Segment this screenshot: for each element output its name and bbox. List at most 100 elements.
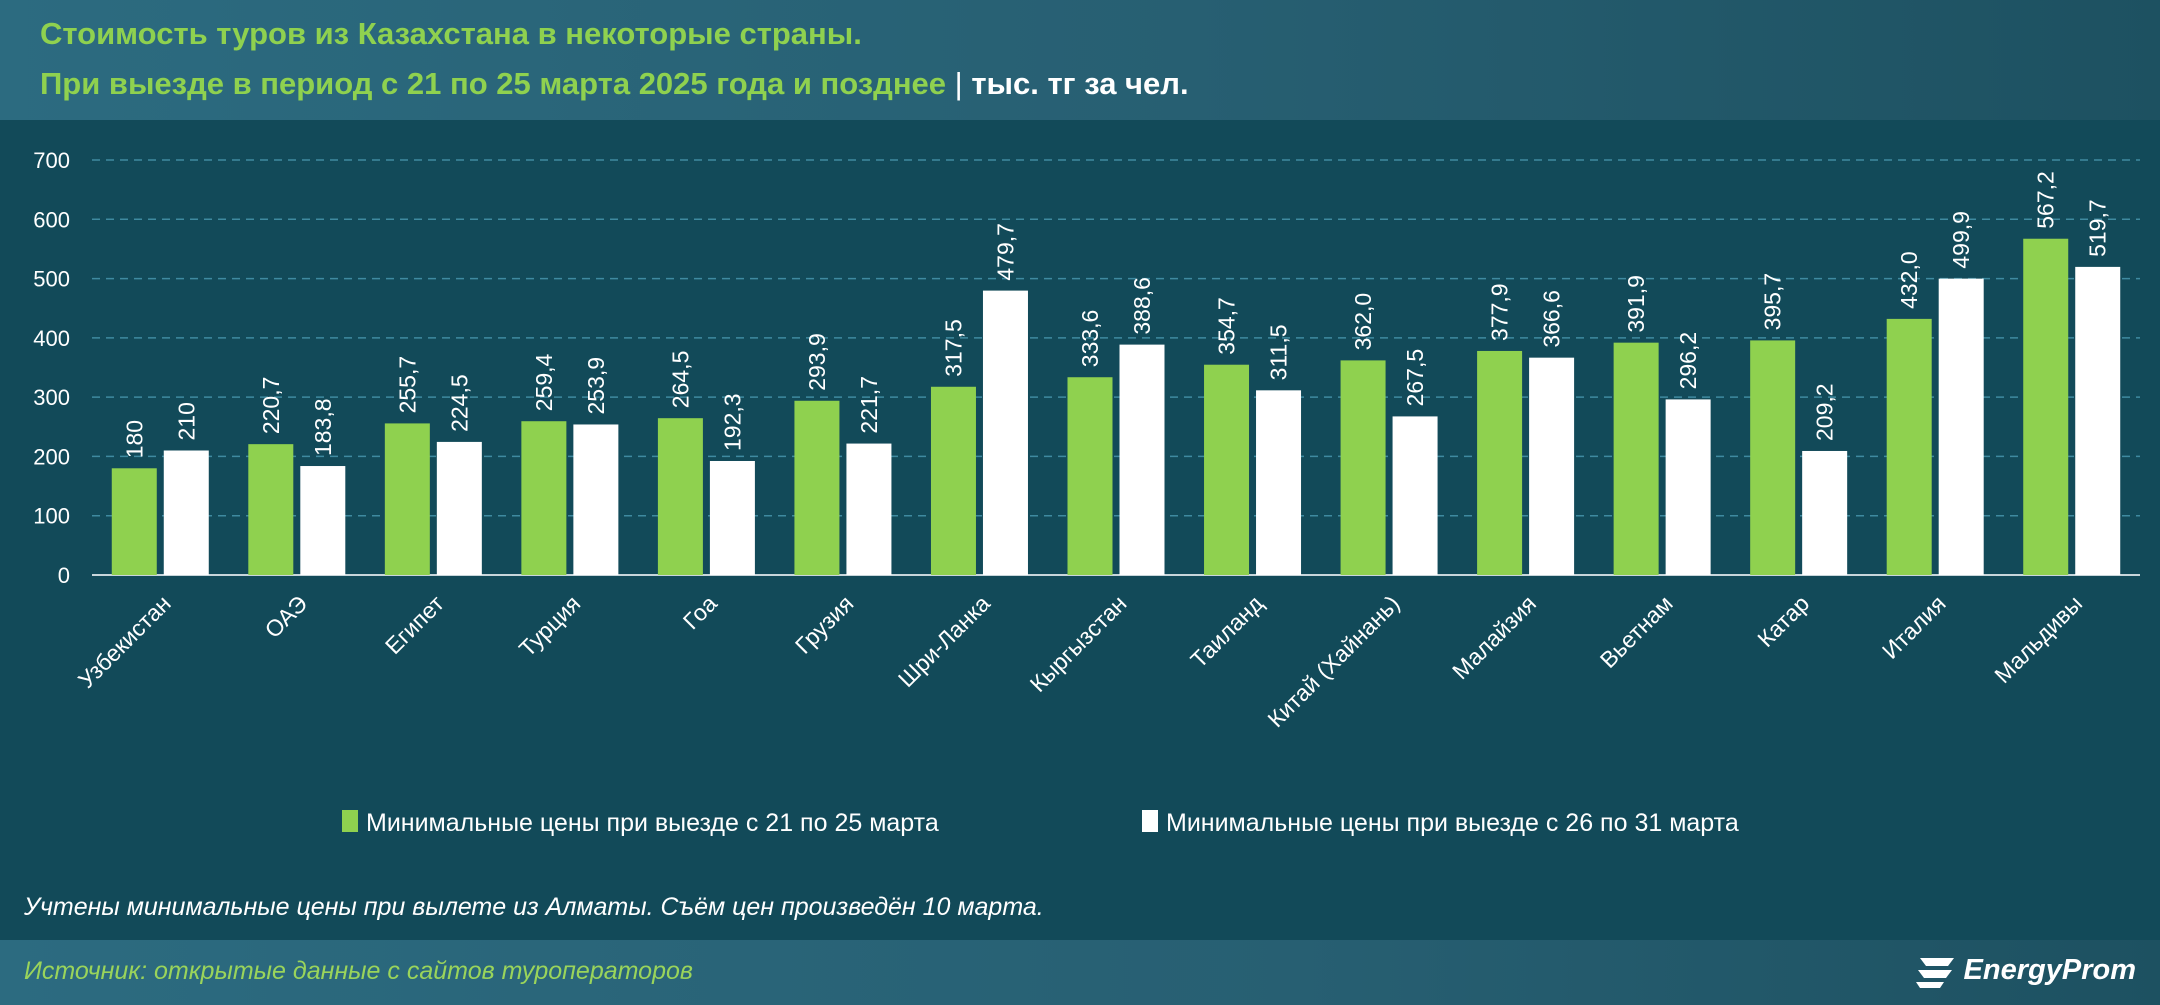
data-label: 183,8 <box>310 398 336 456</box>
bar-series1 <box>2023 238 2069 575</box>
bar-series1 <box>248 444 294 575</box>
bar-series2 <box>1665 399 1711 575</box>
data-label: 499,9 <box>1948 211 1974 269</box>
data-label: 221,7 <box>856 376 882 434</box>
bar-series1 <box>1750 340 1796 575</box>
bar-series1 <box>657 418 703 575</box>
bar-series2 <box>982 290 1028 575</box>
y-tick-label: 0 <box>58 563 70 588</box>
category-label: Китай (Хайнань) <box>1262 590 1404 732</box>
bar-series1 <box>1613 342 1659 575</box>
data-label: 432,0 <box>1896 251 1922 309</box>
data-label: 366,6 <box>1539 290 1565 348</box>
logo-text: EnergyProm <box>1963 953 2136 986</box>
bar-series1 <box>1886 318 1932 575</box>
y-tick-label: 300 <box>33 385 70 410</box>
category-label: Таиланд <box>1185 590 1268 673</box>
category-label: Шри-Ланка <box>893 590 995 692</box>
category-label: Вьетнам <box>1595 590 1678 673</box>
legend-swatch-series2 <box>1142 810 1158 832</box>
data-label: 317,5 <box>940 319 966 377</box>
y-tick-label: 200 <box>33 444 70 469</box>
category-label: Грузия <box>790 590 859 659</box>
data-label: 180 <box>121 420 147 458</box>
bar-series2 <box>709 460 755 575</box>
bar-series1 <box>521 421 567 575</box>
data-label: 567,2 <box>2033 171 2059 229</box>
bar-series2 <box>163 450 209 575</box>
data-label: 395,7 <box>1760 273 1786 331</box>
category-label: Кыргызстан <box>1025 590 1132 697</box>
y-tick-label: 600 <box>33 207 70 232</box>
data-label: 255,7 <box>394 356 420 414</box>
data-label: 519,7 <box>2085 199 2111 257</box>
data-label: 391,9 <box>1623 275 1649 333</box>
footer: Источник: открытые данные с сайтов туроп… <box>0 940 2160 1005</box>
data-label: 192,3 <box>719 393 745 451</box>
data-label: 267,5 <box>1402 349 1428 407</box>
data-label: 333,6 <box>1077 310 1103 368</box>
data-label: 210 <box>173 402 199 440</box>
data-label: 479,7 <box>992 223 1018 281</box>
bar-series1 <box>1340 360 1386 575</box>
bar-series2 <box>1938 278 1984 575</box>
category-label: Египет <box>380 590 449 659</box>
category-label: Малайзия <box>1447 590 1541 684</box>
unit-label: тыс. тг за чел. <box>971 66 1189 101</box>
bar-series2 <box>300 466 346 575</box>
title-separator: | <box>954 66 963 101</box>
bar-series2 <box>1256 390 1302 575</box>
data-label: 388,6 <box>1129 277 1155 335</box>
data-label: 224,5 <box>446 374 472 432</box>
energyprom-logo-icon <box>1915 958 1954 988</box>
bar-series2 <box>573 424 619 575</box>
bar-series1 <box>1067 377 1113 575</box>
category-label: Гоа <box>678 590 722 634</box>
category-label: Турция <box>514 590 586 662</box>
bar-series1 <box>384 423 430 575</box>
bar-series1 <box>1204 364 1250 575</box>
data-label: 259,4 <box>531 353 557 411</box>
data-label: 296,2 <box>1675 332 1701 390</box>
bar-series2 <box>2075 266 2121 575</box>
data-label: 220,7 <box>258 377 284 435</box>
y-tick-label: 100 <box>33 504 70 529</box>
bar-series1 <box>1477 350 1523 575</box>
header: Стоимость туров из Казахстана в некоторы… <box>0 0 2160 120</box>
category-label: ОАЭ <box>259 590 312 643</box>
bar-series2 <box>1119 344 1165 575</box>
chart-subtitle: При выезде в период с 21 по 25 марта 202… <box>40 66 1189 102</box>
data-label: 354,7 <box>1214 297 1240 355</box>
data-label: 311,5 <box>1266 324 1292 380</box>
category-label: Узбекистан <box>73 590 176 693</box>
data-label: 362,0 <box>1350 293 1376 351</box>
data-label: 253,9 <box>583 357 609 415</box>
y-tick-label: 700 <box>33 148 70 173</box>
footnote: Учтены минимальные цены при вылете из Ал… <box>24 893 1044 921</box>
category-label: Катар <box>1752 590 1814 652</box>
category-label: Мальдивы <box>1989 590 2087 688</box>
bar-series1 <box>794 400 840 575</box>
legend-label-series2: Минимальные цены при выезде с 26 по 31 м… <box>1166 809 1739 837</box>
y-tick-label: 500 <box>33 267 70 292</box>
data-label: 264,5 <box>667 351 693 409</box>
bar-series1 <box>930 386 976 575</box>
category-label: Италия <box>1877 590 1951 664</box>
energyprom-logo: EnergyProm <box>1914 950 2136 990</box>
data-label: 209,2 <box>1812 383 1838 441</box>
source-note: Источник: открытые данные с сайтов туроп… <box>24 957 693 985</box>
subtitle-text: При выезде в период с 21 по 25 марта 202… <box>40 66 947 101</box>
bar-series2 <box>1392 416 1438 575</box>
y-tick-label: 400 <box>33 326 70 351</box>
chart-title: Стоимость туров из Казахстана в некоторы… <box>40 16 862 51</box>
bar-series2 <box>1802 450 1848 575</box>
data-label: 293,9 <box>804 333 830 391</box>
bar-chart: 0 100 200 300 400 500 600 700 180 210 Узбекистан 22… <box>33 148 2140 837</box>
legend-label-series1: Минимальные цены при выезде с 21 по 25 м… <box>366 809 939 837</box>
legend-swatch-series1 <box>342 810 358 832</box>
bar-series2 <box>436 441 482 575</box>
bar-series2 <box>846 443 892 575</box>
bar-series2 <box>1529 357 1575 575</box>
data-label: 377,9 <box>1487 283 1513 341</box>
bar-series1 <box>111 468 157 575</box>
